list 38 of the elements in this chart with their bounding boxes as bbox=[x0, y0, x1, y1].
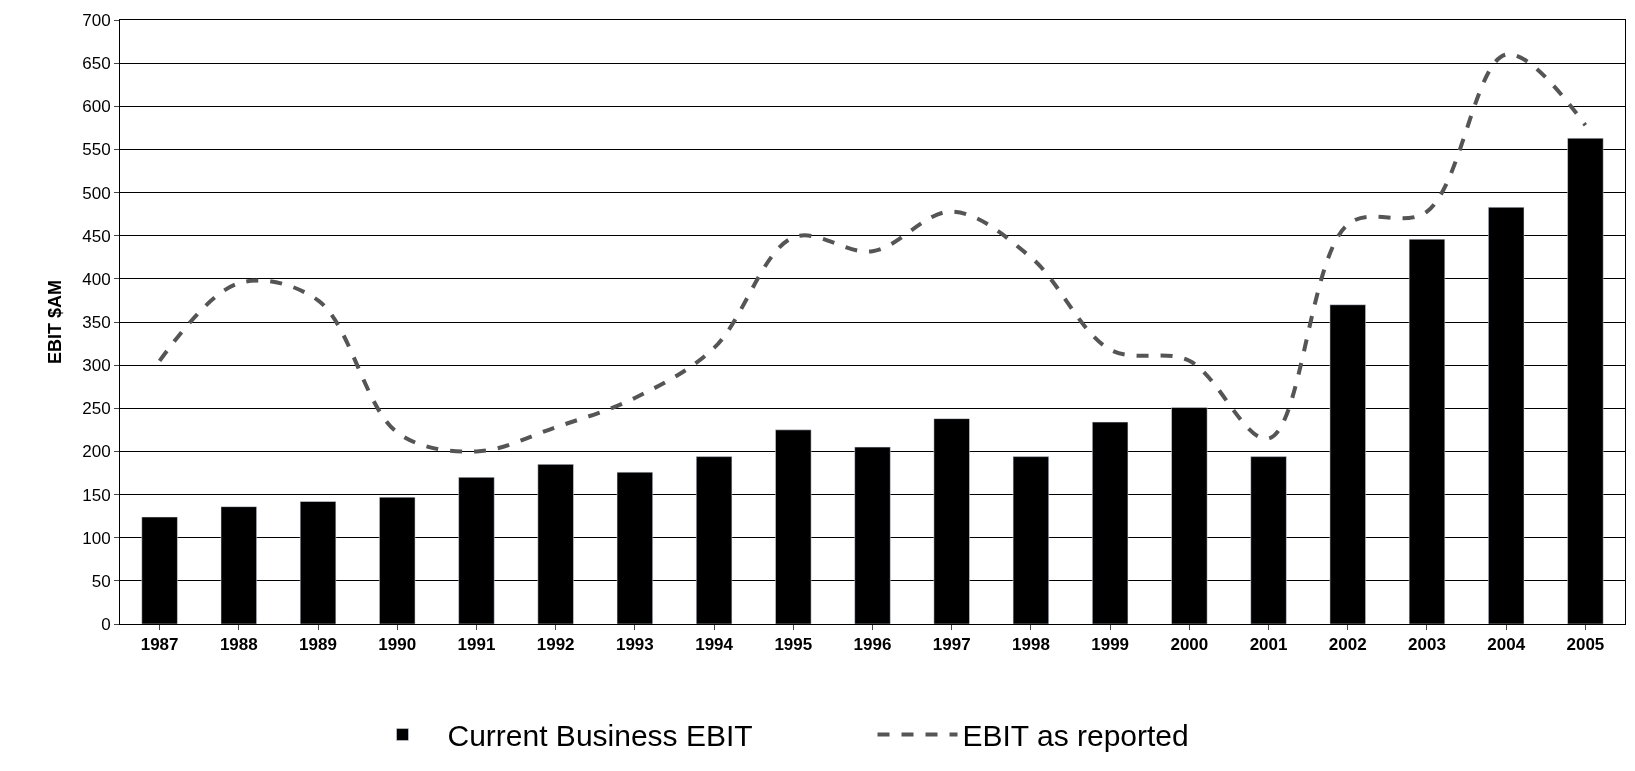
x-tick-label: 1988 bbox=[219, 635, 258, 655]
x-tick-label: 1993 bbox=[615, 635, 654, 655]
y-tick-label: 50 bbox=[91, 571, 111, 591]
x-tick-label: 2004 bbox=[1487, 635, 1526, 655]
x-tick-label: 2002 bbox=[1328, 635, 1367, 655]
y-tick-label: 250 bbox=[82, 399, 111, 419]
x-tick-label: 1999 bbox=[1091, 635, 1130, 655]
y-axis-title: EBIT $AM bbox=[45, 279, 66, 365]
y-tick-label: 550 bbox=[82, 140, 111, 160]
legend-label: EBIT as reported bbox=[962, 719, 1189, 753]
x-tick-label: 1989 bbox=[299, 635, 337, 655]
y-tick-label: 400 bbox=[82, 269, 111, 289]
x-tick-label: 1991 bbox=[457, 635, 496, 655]
y-tick-label: 600 bbox=[82, 97, 111, 117]
x-tick-label: 1987 bbox=[140, 635, 179, 655]
y-tick-label: 650 bbox=[82, 54, 111, 74]
x-tick-label: 1992 bbox=[536, 635, 575, 655]
x-tick-label: 1990 bbox=[378, 635, 417, 655]
x-tick-label: 2001 bbox=[1249, 635, 1288, 655]
y-tick-label: 500 bbox=[82, 183, 111, 203]
legend-label: Current Business EBIT bbox=[447, 719, 753, 753]
x-tick-label: 1995 bbox=[774, 635, 813, 655]
x-tick-label: 2003 bbox=[1408, 635, 1446, 655]
y-tick-label: 0 bbox=[101, 614, 111, 634]
y-tick-label: 200 bbox=[82, 442, 111, 462]
y-tick-label: 150 bbox=[82, 485, 111, 505]
y-tick-label: 700 bbox=[82, 10, 111, 30]
line-series bbox=[157, 52, 1588, 454]
x-tick-label: 2000 bbox=[1170, 635, 1209, 655]
x-tick-label: 1998 bbox=[1012, 635, 1050, 655]
y-tick-label: 100 bbox=[82, 528, 111, 548]
y-tick-label: 450 bbox=[82, 226, 111, 246]
x-tick-label: 1996 bbox=[853, 635, 892, 655]
x-tick-label: 1997 bbox=[932, 635, 971, 655]
x-tick-label: 1994 bbox=[695, 635, 734, 655]
y-tick-label: 300 bbox=[82, 356, 111, 376]
y-tick-label: 350 bbox=[82, 312, 111, 332]
x-tick-label: 2005 bbox=[1566, 635, 1605, 655]
